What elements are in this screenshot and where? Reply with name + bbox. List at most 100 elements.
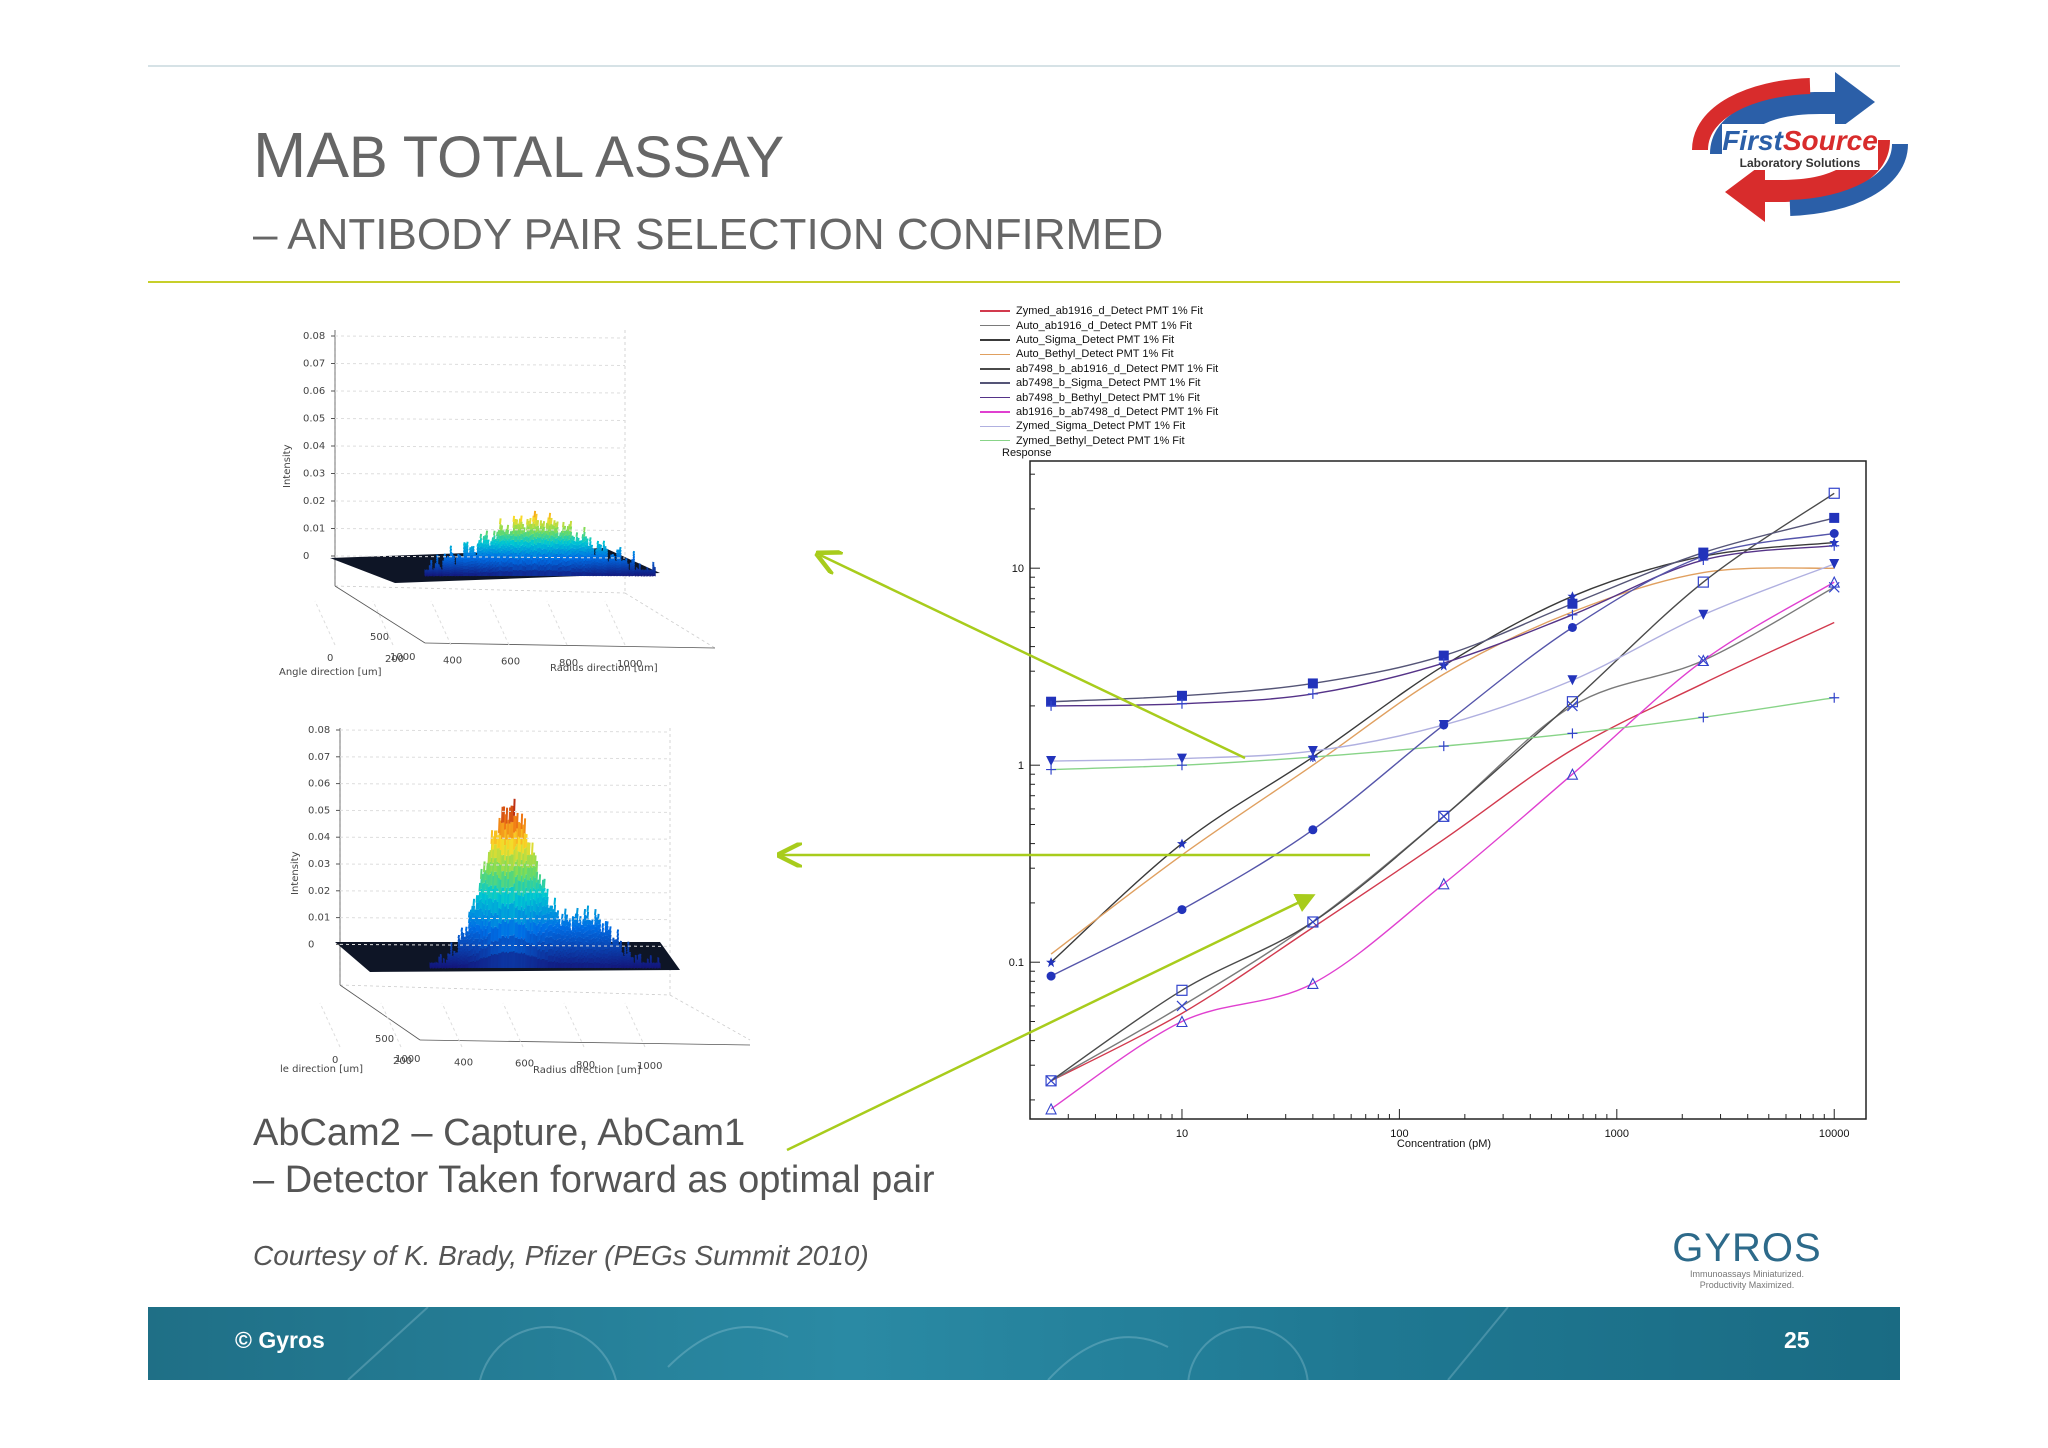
surface-segment [593,571,597,575]
surface-segment [464,572,468,577]
surface-segment [639,960,642,963]
surface-segment [622,561,625,564]
surface-segment [459,962,462,966]
surface-segment [592,559,595,563]
surface-segment [618,955,621,959]
surface-segment [447,956,450,959]
surface-segment [504,860,507,876]
surface-segment [584,560,588,565]
surface-segment [512,551,516,559]
surface-segment [562,559,565,566]
surface-segment [516,890,519,907]
surface-segment [470,552,474,556]
surface-segment [474,915,477,922]
surface-segment [477,931,480,939]
surface-segment [619,564,622,568]
surface-segment [482,540,486,545]
surface-segment [576,925,579,933]
surface-segment [652,571,655,574]
surface-segment [529,865,533,878]
surface-segment [472,566,475,571]
surface-segment [574,957,578,963]
surface-segment [531,917,534,931]
surface-segment [596,568,600,573]
grid-line [339,809,671,813]
surface-segment [448,559,451,562]
surface-segment [612,952,615,957]
surface-segment [490,568,493,573]
surface-segment [493,899,497,914]
surface-segment [607,565,610,568]
surface-segment [604,939,608,945]
surface-segment [623,569,627,572]
surface-segment [481,559,484,564]
surface-segment [476,569,480,573]
surface-segment [537,950,540,960]
gyros-tagline-2: Productivity Maximized. [1699,1280,1795,1290]
surface-segment [526,536,529,542]
surface-segment [565,941,569,947]
surface-segment [616,937,620,942]
surface-segment [513,815,516,833]
surface-segment [441,962,444,965]
surface-segment [582,938,585,944]
grid-line [334,528,626,531]
surface-segment [445,562,448,566]
surface-segment [546,936,549,945]
surface-segment [657,957,660,960]
surface-segment [623,570,627,574]
surface-segment [505,566,508,572]
surface-segment [448,964,452,968]
surface-segment [546,896,549,905]
surface-segment [512,533,516,541]
surface-segment [598,938,602,944]
surface-segment [517,924,521,939]
surface-segment [439,966,443,969]
surface-segment [595,937,599,943]
surface-segment [583,920,587,927]
surface-segment [531,880,534,893]
surface-segment [496,531,499,537]
surface-segment [462,957,465,962]
surface-segment [453,954,456,957]
z-tick-label: 0 [303,551,309,562]
surface-segment [603,953,606,958]
surface-segment [505,561,508,567]
surface-segment [550,558,553,565]
surface-segment [589,541,592,546]
surface-segment [509,562,513,568]
surface-segment [508,903,512,920]
surface-segment [466,545,469,549]
surface-segment [614,566,618,569]
surface-segment [563,555,567,562]
surface-segment [625,568,628,572]
surface-segment [524,567,528,572]
x-tick-label: 200 [385,654,404,665]
legend-label: Auto_ab1916_d_Detect PMT 1% Fit [1016,319,1192,332]
surface-segment [445,570,448,573]
surface-segment [575,558,579,564]
surface-segment [458,567,462,571]
surface-segment [628,961,632,964]
surface-segment [583,546,586,552]
surface-segment [616,573,619,577]
surface-segment [458,565,462,568]
surface-segment [580,928,584,934]
surface-segment [567,949,570,955]
surface-segment [592,933,596,938]
copyright: © Gyros [235,1327,325,1353]
surface-segment [550,911,554,919]
surface-segment [587,548,591,553]
surface-segment [554,522,558,529]
surface-segment [499,518,502,525]
surface-segment [586,911,590,919]
surface-segment [606,958,609,964]
surface-segment [620,566,624,569]
surface-segment [439,960,443,963]
surface-segment [484,551,487,556]
surface-segment [447,954,450,957]
surface-segment [484,928,488,939]
surface-segment [510,935,513,952]
surface-segment [567,940,570,945]
surface-segment [499,541,502,548]
